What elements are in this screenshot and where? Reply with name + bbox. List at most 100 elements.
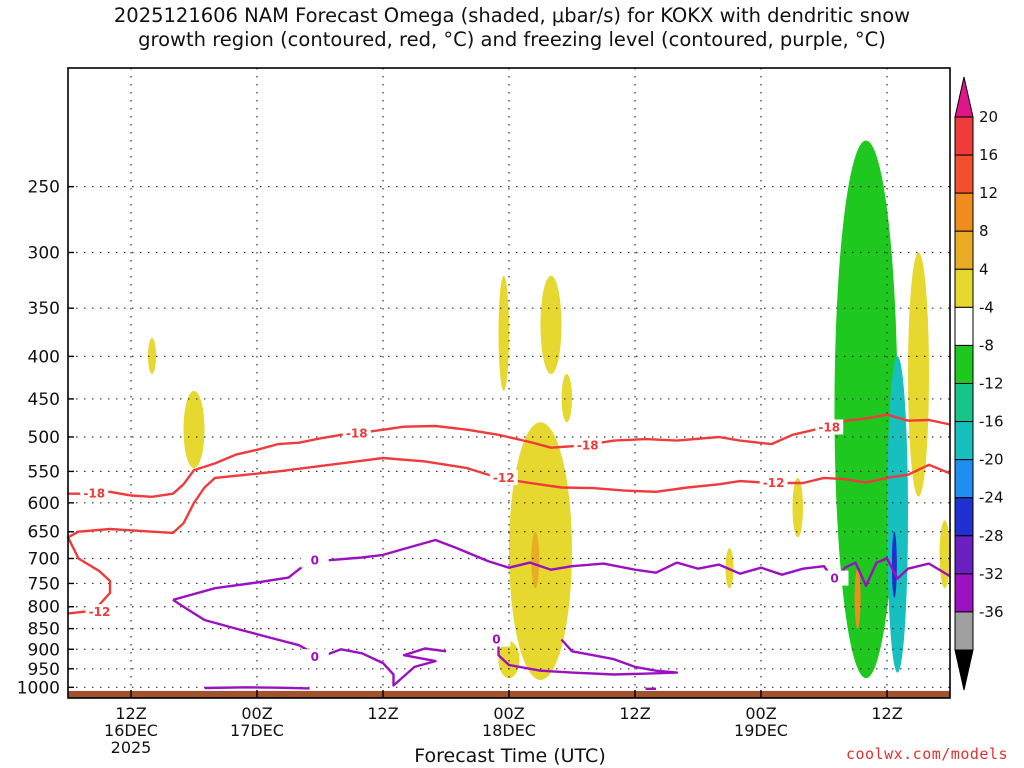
freezing-label-a: 0 [311, 554, 319, 568]
x-axis-title: Forecast Time (UTC) [414, 745, 606, 767]
colorbar-label-3: 8 [979, 222, 989, 240]
y-tick-label-900: 900 [28, 640, 60, 660]
dgz-label-e: -12 [89, 605, 111, 619]
omega-shade-0 [148, 337, 156, 375]
dgz-label-g: -12 [763, 476, 785, 490]
freezing-label-c-bg [300, 649, 329, 665]
y-tick-label-450: 450 [28, 390, 60, 410]
x-tick-label-0-2: 2025 [111, 738, 152, 757]
omega-shade-13 [887, 356, 908, 673]
colorbar-swatch-7 [954, 383, 974, 423]
colorbar-swatch-9 [954, 459, 974, 499]
freezing-contour-0 [172, 538, 951, 602]
colorbar-label-9: -20 [979, 451, 1004, 469]
omega-shade-core-c [891, 531, 897, 598]
x-tick-label-6-0: 12Z [871, 704, 902, 723]
colorbar-swatch-12 [954, 573, 974, 613]
freezing-label-b: 0 [830, 572, 838, 586]
y-tick-label-1000: 1000 [17, 678, 60, 698]
plot-frame [67, 67, 951, 699]
colorbar-swatch-10 [954, 497, 974, 537]
y-tick-label-350: 350 [28, 299, 60, 319]
y-tick-label-500: 500 [28, 428, 60, 448]
colorbar-label-13: -36 [979, 603, 1004, 621]
dgz-label-d-bg [815, 419, 844, 435]
x-tick-label-2-0: 12Z [367, 704, 398, 723]
y-tick-label-800: 800 [28, 598, 60, 618]
y-tick-label-250: 250 [28, 178, 60, 198]
colorbar-swatch-5 [954, 306, 974, 346]
omega-shade-12 [834, 140, 898, 679]
dgz-label-b-bg [342, 425, 371, 441]
y-tick-label-850: 850 [28, 620, 60, 640]
colorbar-swatch-0 [954, 116, 974, 156]
x-tick-label-0-0: 12Z [115, 704, 146, 723]
colorbar-swatch-1 [954, 154, 974, 194]
y-tick-label-700: 700 [28, 550, 60, 570]
colorbar-label-7: -12 [979, 375, 1004, 393]
omega-shade-1 [183, 390, 205, 469]
credit-text: coolwx.com/models [845, 745, 1008, 763]
y-tick-label-400: 400 [28, 347, 60, 367]
colorbar-swatch-2 [954, 192, 974, 232]
y-tick-label-650: 650 [28, 523, 60, 543]
freezing-contour-2 [497, 638, 679, 676]
colorbar-label-12: -32 [979, 565, 1004, 583]
colorbar-label-11: -28 [979, 527, 1004, 545]
colorbar-swatch-11 [954, 535, 974, 575]
omega-shade-3 [540, 275, 562, 375]
chart-title: 2025121606 NAM Forecast Omega (shaded, μ… [0, 4, 1024, 52]
colorbar-label-8: -16 [979, 413, 1004, 431]
colorbar-top-arrow [954, 76, 974, 118]
x-tick-label-5-0: 00Z [745, 704, 776, 723]
freezing-contour-1 [172, 598, 447, 687]
colorbar-swatch-13 [954, 611, 974, 651]
dgz-label-c-bg [573, 437, 602, 453]
y-tick-label-600: 600 [28, 494, 60, 514]
freezing-label-a-bg [300, 552, 329, 568]
colorbar-label-4: 4 [979, 260, 989, 278]
x-tick-label-4-0: 12Z [619, 704, 650, 723]
y-tick-label-550: 550 [28, 462, 60, 482]
omega-shade-core-b [854, 568, 861, 629]
x-tick-label-5-1: 19DEC [734, 721, 788, 740]
freezing-label-d: 0 [492, 633, 500, 647]
omega-shade-2 [498, 275, 509, 391]
colorbar-label-10: -24 [979, 489, 1004, 507]
colorbar-bottom-arrow [954, 649, 974, 691]
title-line-1: 2025121606 NAM Forecast Omega (shaded, μ… [113, 4, 911, 27]
freezing-label-b-bg [820, 570, 849, 586]
colorbar-label-5: -4 [979, 298, 994, 316]
y-tick-label-750: 750 [28, 574, 60, 594]
dgz-label-c: -18 [577, 439, 599, 453]
colorbar-label-1: 16 [979, 146, 998, 164]
freezing-label-d-bg [482, 631, 511, 647]
omega-shade-10 [939, 520, 950, 589]
title-line-2: growth region (contoured, red, °C) and f… [138, 28, 886, 51]
dgz-label-a: -18 [83, 487, 105, 501]
dgz-label-e-bg [85, 604, 114, 620]
colorbar-swatch-3 [954, 230, 974, 270]
y-tick-label-950: 950 [28, 660, 60, 680]
dgz-label-g-bg [759, 475, 788, 491]
x-tick-label-1-1: 17DEC [230, 721, 284, 740]
dgz-contour-1 [66, 456, 951, 615]
dgz-label-f: -12 [493, 471, 515, 485]
freezing-label-c: 0 [311, 650, 319, 664]
omega-shade-4 [561, 374, 572, 423]
omega-shade-core-a [531, 531, 540, 589]
dgz-label-a-bg [80, 485, 109, 501]
dgz-label-b: -18 [346, 426, 368, 440]
omega-shade-7 [792, 477, 803, 538]
x-tick-label-3-1: 18DEC [482, 721, 536, 740]
colorbar-label-6: -8 [979, 336, 994, 354]
x-tick-label-0-1: 16DEC [104, 721, 158, 740]
x-tick-label-1-0: 00Z [241, 704, 272, 723]
colorbar-swatch-4 [954, 268, 974, 308]
colorbar-label-0: 20 [979, 108, 998, 126]
colorbar-swatch-6 [954, 344, 974, 384]
y-tick-label-300: 300 [28, 243, 60, 263]
dgz-label-d: -18 [818, 420, 840, 434]
omega-shade-9 [908, 252, 929, 497]
